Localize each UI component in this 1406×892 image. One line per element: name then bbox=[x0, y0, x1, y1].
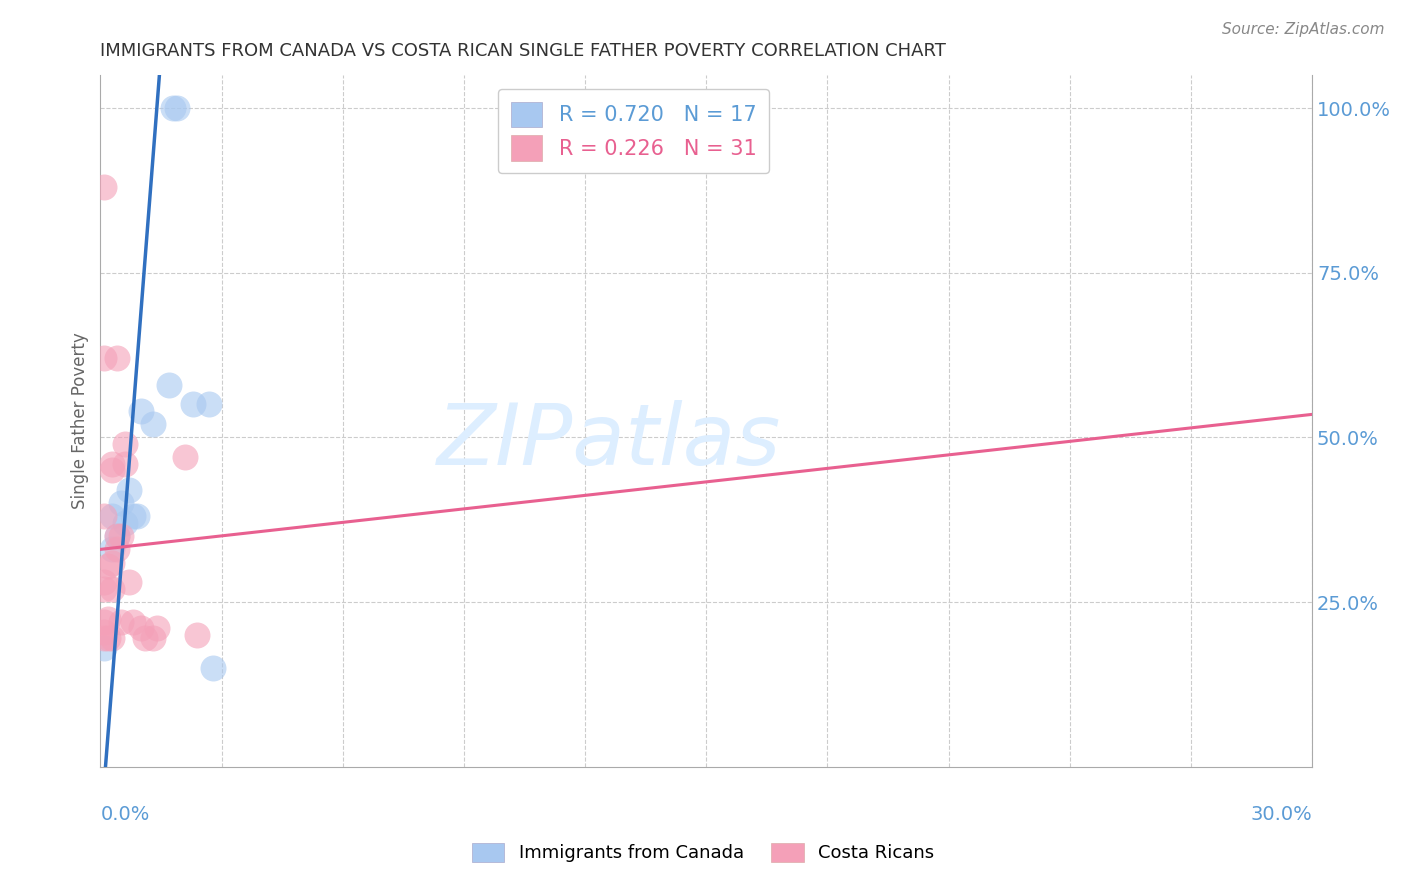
Point bbox=[101, 542, 124, 557]
Point bbox=[93, 509, 115, 524]
Point bbox=[121, 509, 143, 524]
Point bbox=[101, 582, 124, 596]
Point bbox=[93, 351, 115, 366]
Point bbox=[110, 615, 132, 629]
Point bbox=[93, 615, 115, 629]
Point bbox=[202, 661, 225, 675]
Point bbox=[110, 529, 132, 543]
Point bbox=[166, 101, 188, 115]
Point bbox=[157, 377, 180, 392]
Point bbox=[134, 632, 156, 646]
Point bbox=[93, 575, 115, 590]
Point bbox=[93, 641, 115, 656]
Point bbox=[101, 556, 124, 570]
Point bbox=[105, 351, 128, 366]
Point bbox=[181, 397, 204, 411]
Point bbox=[101, 463, 124, 477]
Point bbox=[186, 628, 208, 642]
Point bbox=[142, 417, 165, 432]
Text: 30.0%: 30.0% bbox=[1250, 805, 1312, 823]
Legend: R = 0.720   N = 17, R = 0.226   N = 31: R = 0.720 N = 17, R = 0.226 N = 31 bbox=[498, 89, 769, 173]
Point bbox=[125, 509, 148, 524]
Point bbox=[93, 582, 115, 596]
Point bbox=[97, 611, 120, 625]
Point bbox=[97, 632, 120, 646]
Text: ZIPatlas: ZIPatlas bbox=[437, 401, 782, 483]
Point bbox=[93, 632, 115, 646]
Point bbox=[93, 624, 115, 639]
Y-axis label: Single Father Poverty: Single Father Poverty bbox=[72, 333, 89, 509]
Point bbox=[105, 529, 128, 543]
Point bbox=[114, 457, 136, 471]
Point bbox=[105, 529, 128, 543]
Point bbox=[198, 397, 221, 411]
Text: Source: ZipAtlas.com: Source: ZipAtlas.com bbox=[1222, 22, 1385, 37]
Point bbox=[121, 615, 143, 629]
Point bbox=[101, 457, 124, 471]
Point bbox=[101, 632, 124, 646]
Point bbox=[105, 542, 128, 557]
Point bbox=[93, 180, 115, 194]
Point bbox=[142, 632, 165, 646]
Point bbox=[129, 404, 152, 418]
Text: 0.0%: 0.0% bbox=[100, 805, 149, 823]
Point bbox=[146, 621, 169, 635]
Point bbox=[129, 621, 152, 635]
Point bbox=[114, 516, 136, 530]
Point bbox=[114, 437, 136, 451]
Point bbox=[101, 509, 124, 524]
Text: IMMIGRANTS FROM CANADA VS COSTA RICAN SINGLE FATHER POVERTY CORRELATION CHART: IMMIGRANTS FROM CANADA VS COSTA RICAN SI… bbox=[100, 42, 946, 60]
Point bbox=[117, 483, 139, 497]
Point bbox=[162, 101, 184, 115]
Point bbox=[117, 575, 139, 590]
Legend: Immigrants from Canada, Costa Ricans: Immigrants from Canada, Costa Ricans bbox=[464, 836, 942, 870]
Point bbox=[110, 496, 132, 510]
Point bbox=[97, 558, 120, 573]
Point bbox=[174, 450, 197, 465]
